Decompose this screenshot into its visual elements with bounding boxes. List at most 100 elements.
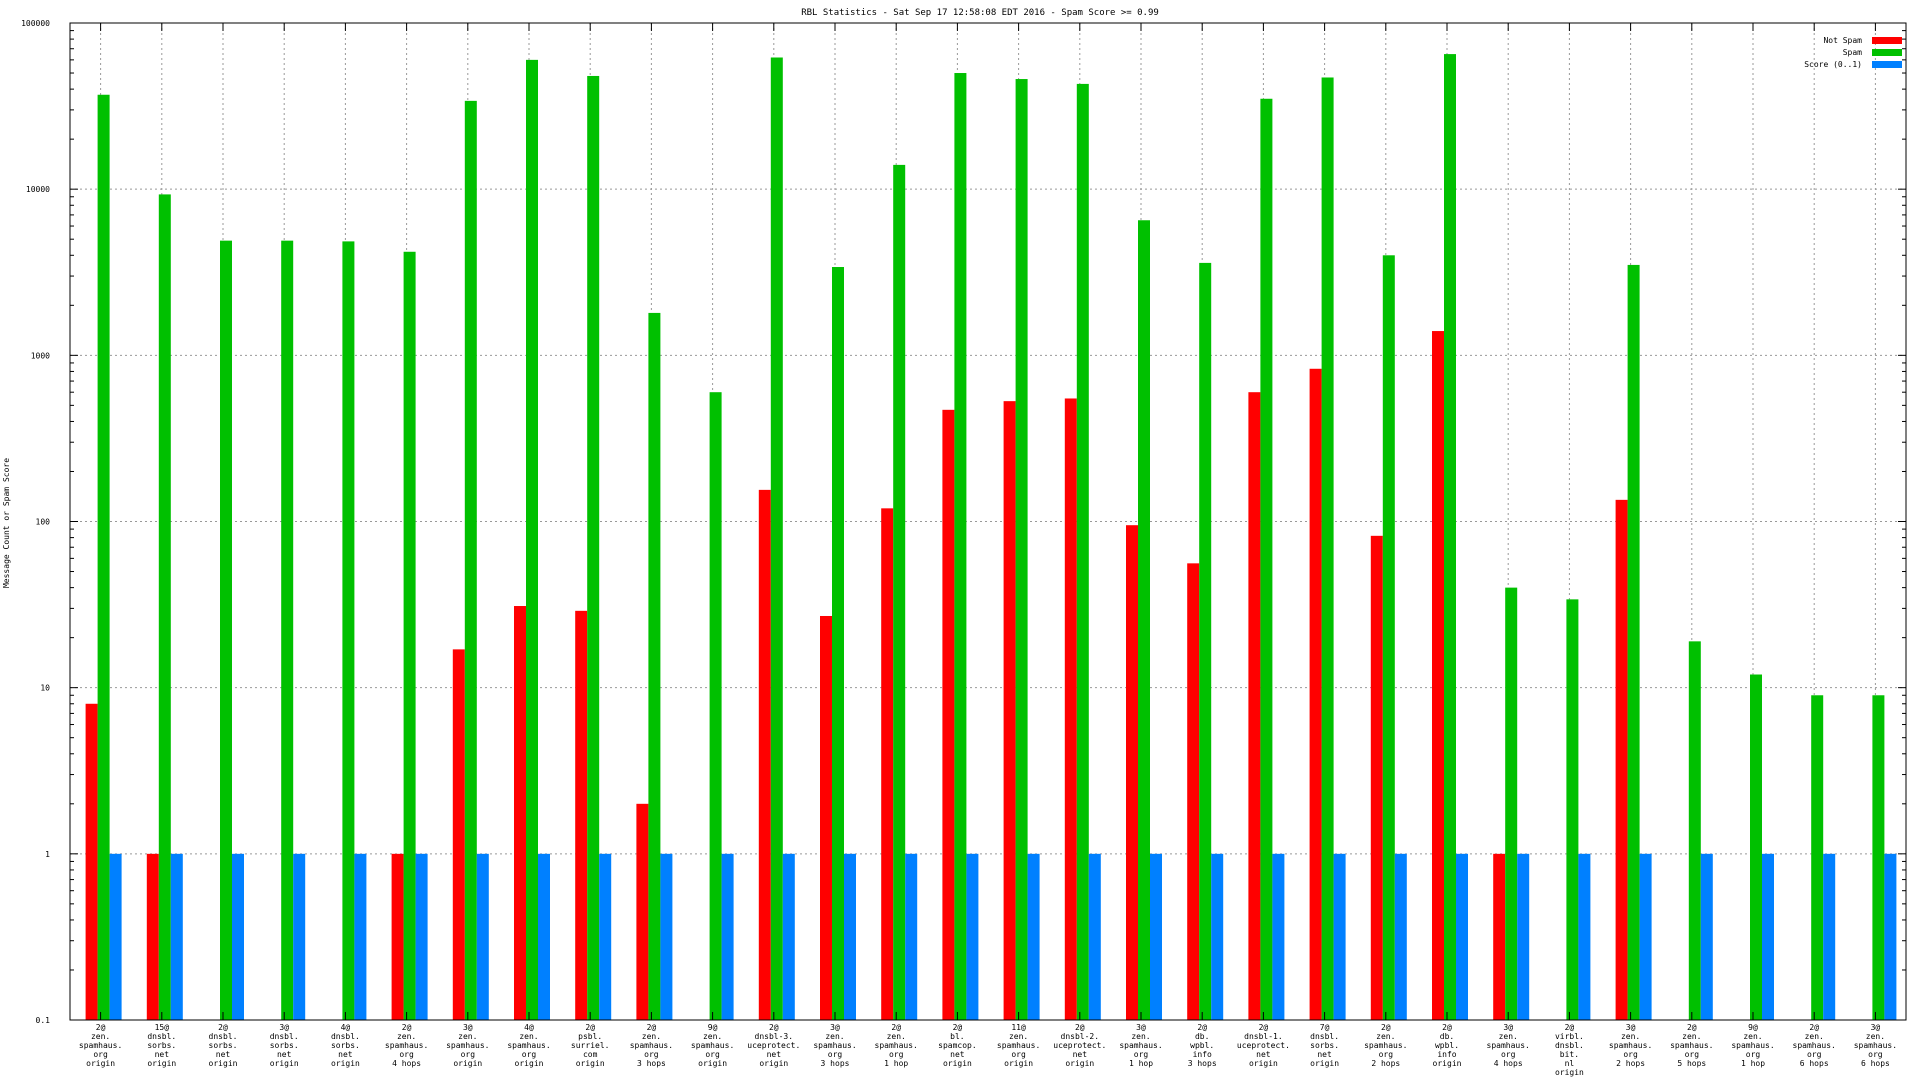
bar-spam [1199,262,1212,1020]
bar-not-spam [1187,563,1200,1020]
x-tick-label: 2@ zen. spamhaus. org origin [79,1023,122,1068]
bar-spam [1382,255,1395,1021]
bar-not-spam [881,508,894,1020]
bar-not-spam [575,610,588,1020]
bar-spam [770,57,783,1021]
bar-score-0-1 [1578,853,1591,1020]
x-tick-label: 2@ zen. spamhaus. org 1 hop [875,1023,918,1068]
bar-score-0-1 [782,853,795,1020]
bar-score-0-1 [1333,853,1346,1020]
bar-score-0-1 [1456,853,1468,1020]
bar-score-0-1 [1762,853,1774,1020]
bar-score-0-1 [476,853,489,1020]
legend-swatch [1872,61,1902,68]
bar-not-spam [1370,535,1383,1020]
bar-score-0-1 [966,853,979,1020]
x-tick-label: 2@ zen. spamhaus. org 5 hops [1670,1023,1713,1068]
x-tick-label: 2@ zen. spamhaus. org 6 hops [1793,1023,1836,1068]
bar-score-0-1 [905,853,918,1020]
y-tick-label: 100000 [21,19,50,28]
x-tick-label: 2@ psbl. surriel. com origin [571,1023,610,1068]
bar-score-0-1 [1027,853,1040,1020]
y-axis-label: Message Count or Spam Score [2,458,11,588]
x-tick-label: 2@ dnsbl-2. uceprotect. net origin [1053,1023,1106,1068]
bar-score-0-1 [1272,853,1285,1020]
bar-spam [587,75,600,1020]
bar-not-spam [85,703,98,1020]
y-tick-label: 1 [45,850,50,859]
bar-score-0-1 [844,853,856,1020]
x-axis-ticks: 2@ zen. spamhaus. org origin 15@ dnsbl. sorbs. n… [79,23,1897,1077]
bar-score-0-1 [1700,853,1713,1020]
bar-spam [893,164,906,1020]
bar-spam [1505,587,1518,1020]
x-tick-label: 3@ zen. spamhaus. org 2 hops [1609,1023,1652,1068]
x-tick-label: 2@ virbl. dnsbl. bit. nl origin [1555,1023,1584,1077]
bar-spam [1076,83,1089,1020]
bar-not-spam [1248,392,1261,1020]
bar-spam [464,100,477,1020]
bar-score-0-1 [1517,853,1530,1020]
bar-not-spam [452,649,465,1020]
bar-spam [526,59,538,1020]
bar-not-spam [636,803,649,1020]
bar-score-0-1 [1639,853,1652,1020]
x-tick-label: 3@ dnsbl. sorbs. net origin [270,1023,299,1068]
bar-spam [1444,54,1456,1020]
bar-score-0-1 [1211,853,1224,1020]
y-tick-label: 1000 [31,351,50,360]
bar-not-spam [1064,398,1077,1020]
x-tick-label: 2@ zen. spamhaus. org 2 hops [1364,1023,1407,1068]
bar-spam [1138,220,1150,1021]
bar-score-0-1 [1884,853,1897,1020]
bar-not-spam [942,409,955,1021]
x-tick-label: 9@ zen. spamhaus. org origin [691,1023,734,1068]
bar-score-0-1 [1150,853,1162,1020]
x-tick-label: 2@ db. wpbl. info origin [1433,1023,1462,1068]
x-tick-label: 15@ dnsbl. sorbs. net origin [147,1023,176,1068]
legend-swatch [1872,37,1902,44]
y-tick-label: 0.1 [36,1016,51,1025]
bar-score-0-1 [1823,853,1836,1020]
x-tick-label: 3@ zen. spamhaus. org 1 hop [1119,1023,1162,1068]
bar-score-0-1 [1088,853,1101,1020]
x-tick-label: 7@ dnsbl. sorbs. net origin [1310,1023,1339,1068]
bar-not-spam [1003,401,1016,1020]
bar-not-spam [1493,853,1506,1020]
bar-not-spam [820,615,832,1020]
x-tick-label: 2@ bl. spamcop. net origin [938,1023,977,1068]
x-tick-label: 3@ zen. spamhaus. org 3 hops [813,1023,856,1068]
x-tick-label: 3@ zen. spamhaus. org origin [446,1023,489,1068]
x-tick-label: 9@ zen. spamhaus. org 1 hop [1731,1023,1774,1068]
x-tick-label: 2@ db. wpbl. info 3 hops [1188,1023,1217,1068]
x-tick-label: 4@ zen. spamhaus. org origin [507,1023,550,1068]
bar-score-0-1 [538,853,550,1020]
bar-score-0-1 [415,853,428,1020]
x-tick-label: 2@ dnsbl. sorbs. net origin [209,1023,238,1068]
bar-score-0-1 [660,853,673,1020]
bar-not-spam [391,853,404,1020]
bar-not-spam [758,489,771,1020]
bar-spam [1321,77,1334,1021]
bar-not-spam [1309,368,1322,1020]
bar-spam [97,94,110,1020]
x-tick-label: 11@ zen. spamhaus. org origin [997,1023,1040,1068]
bar-score-0-1 [293,853,306,1020]
x-tick-label: 2@ dnsbl-1. uceprotect. net origin [1237,1023,1290,1068]
x-tick-label: 2@ dnsbl-3. uceprotect. net origin [747,1023,800,1068]
bar-spam [1811,695,1824,1020]
bars [85,54,1897,1021]
chart-title: RBL Statistics - Sat Sep 17 12:58:08 EDT… [801,8,1159,18]
legend: Not Spam Spam Score (0..1) [1804,36,1902,69]
x-tick-label: 2@ zen. spamhaus. org 4 hops [385,1023,428,1068]
bar-spam [1750,674,1762,1020]
legend-label: Not Spam [1823,36,1862,45]
bar-spam [1688,641,1701,1020]
legend-label: Score (0..1) [1804,60,1862,69]
bar-score-0-1 [109,853,122,1020]
bar-score-0-1 [170,853,183,1020]
bar-score-0-1 [721,853,734,1020]
bar-spam [1260,98,1273,1021]
